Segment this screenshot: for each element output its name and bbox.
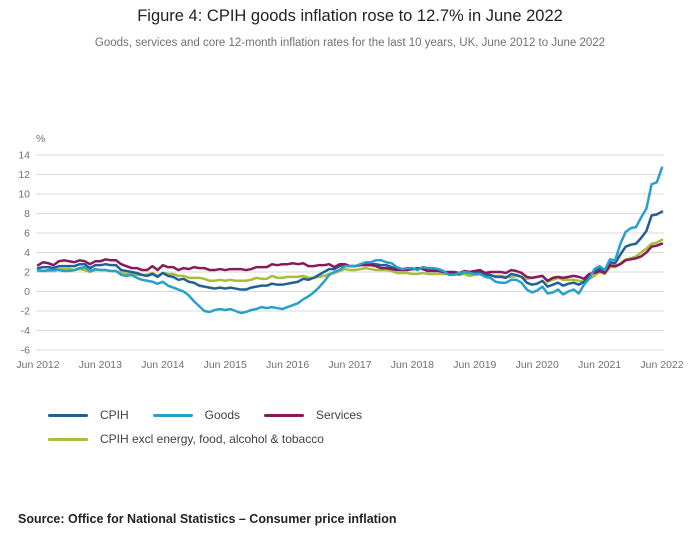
legend-label-services: Services [316, 408, 363, 422]
legend-swatch-services [264, 413, 305, 417]
svg-text:%: % [36, 133, 45, 145]
legend-item-cpih: CPIH [48, 408, 129, 422]
svg-text:Jun 2015: Jun 2015 [204, 359, 247, 371]
svg-text:Jun 2022: Jun 2022 [640, 359, 683, 371]
svg-text:Jun 2019: Jun 2019 [453, 359, 496, 371]
chart-legend: CPIH Goods Services CPIH excl energy, fo… [48, 408, 362, 446]
figure-title: Figure 4: CPIH goods inflation rose to 1… [137, 7, 563, 25]
legend-swatch-core [48, 437, 88, 441]
svg-text:10: 10 [18, 189, 30, 201]
svg-text:4: 4 [24, 247, 30, 259]
legend-label-goods: Goods [204, 408, 241, 422]
svg-text:12: 12 [18, 169, 30, 181]
svg-text:0: 0 [24, 286, 30, 298]
chart-svg: % 14 12 10 8 6 4 2 0 -2 -4 -6 Jun 2012 Jun 2013 Jun 20… [16, 133, 683, 371]
legend-label-core: CPIH excl energy, food, alcohol & tobacc… [100, 432, 324, 446]
legend-item-goods: Goods [152, 408, 241, 422]
svg-text:Jun 2012: Jun 2012 [16, 359, 59, 371]
source-note: Source: Office for National Statistics –… [18, 512, 397, 526]
legend-row-1: CPIH Goods Services [48, 408, 362, 422]
svg-text:6: 6 [24, 228, 30, 240]
svg-text:8: 8 [24, 208, 30, 220]
legend-item-core: CPIH excl energy, food, alcohol & tobacc… [48, 432, 324, 446]
svg-text:-4: -4 [21, 325, 30, 337]
svg-text:2: 2 [24, 267, 30, 279]
svg-text:Jun 2014: Jun 2014 [141, 359, 184, 371]
legend-swatch-goods [152, 413, 193, 417]
svg-text:Jun 2017: Jun 2017 [328, 359, 371, 371]
svg-text:Jun 2021: Jun 2021 [578, 359, 621, 371]
svg-text:Jun 2018: Jun 2018 [391, 359, 434, 371]
svg-text:Jun 2013: Jun 2013 [79, 359, 122, 371]
svg-text:Jun 2016: Jun 2016 [266, 359, 309, 371]
svg-text:-6: -6 [21, 345, 30, 357]
svg-text:-2: -2 [21, 306, 30, 318]
legend-label-cpih: CPIH [100, 408, 129, 422]
svg-text:Jun 2020: Jun 2020 [516, 359, 559, 371]
legend-swatch-cpih [48, 413, 88, 417]
figure-subtitle: Goods, services and core 12-month inflat… [94, 37, 606, 49]
legend-item-services: Services [264, 408, 362, 422]
legend-row-2: CPIH excl energy, food, alcohol & tobacc… [48, 432, 362, 446]
svg-text:14: 14 [18, 150, 30, 162]
